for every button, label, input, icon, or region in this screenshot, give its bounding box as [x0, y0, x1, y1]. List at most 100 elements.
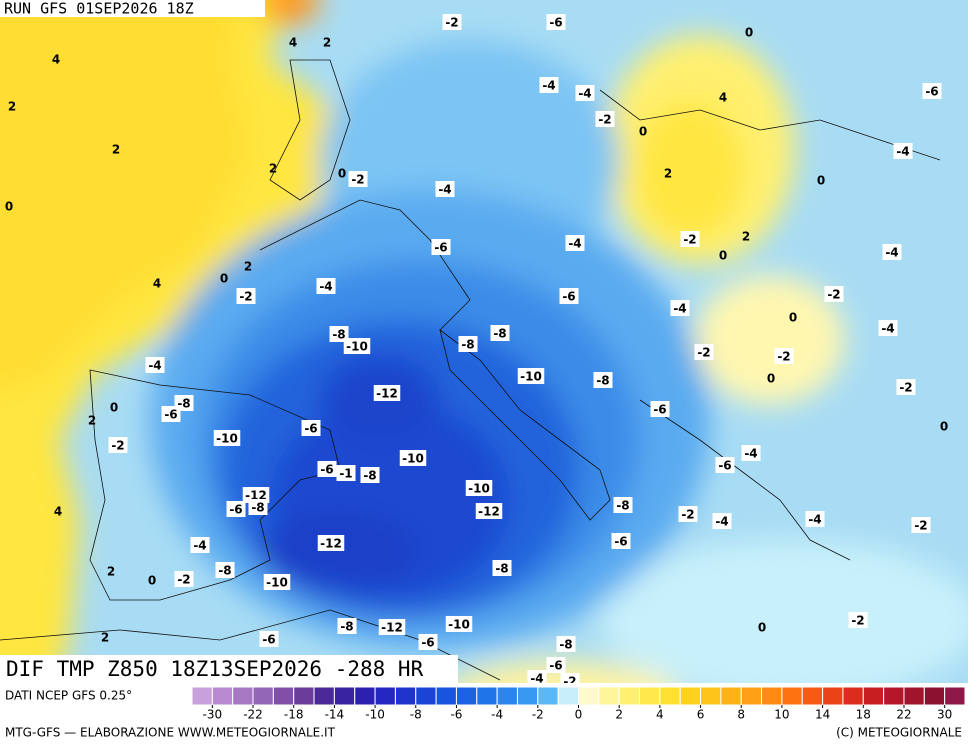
contour-label: -6	[421, 636, 434, 650]
contour-label: -2	[899, 381, 912, 395]
label-box	[611, 533, 631, 549]
legend-swatch	[598, 686, 620, 706]
color-legend: -30 -22 -18 -14 -10 -8 -6 -4 -2 0 2 4 6 8 10 14 18 22 30	[191, 686, 966, 722]
legend-swatch	[700, 686, 722, 706]
legend-swatch	[842, 686, 864, 706]
contour-label: -2	[851, 614, 864, 628]
contour-label: -2	[239, 290, 252, 304]
label-box	[263, 574, 291, 590]
label-box	[556, 636, 576, 652]
label-box	[670, 300, 690, 316]
contour-label: 0	[719, 249, 727, 263]
contour-label: -8	[559, 638, 572, 652]
label-box	[882, 244, 902, 260]
legend-swatch	[476, 686, 498, 706]
contour-label: -8	[461, 338, 474, 352]
legend-swatch	[578, 686, 600, 706]
legend-swatch	[679, 686, 702, 706]
label-box	[145, 357, 165, 373]
contour-label: -12	[376, 387, 398, 401]
contour-label: -6	[320, 463, 333, 477]
contour-label: -4	[542, 79, 555, 93]
label-box	[435, 181, 455, 197]
contour-label: 4	[153, 277, 161, 291]
contour-label: -10	[216, 432, 238, 446]
label-box	[741, 445, 761, 461]
contour-label: -12	[478, 505, 500, 519]
contour-label: -10	[402, 452, 424, 466]
label-box	[317, 535, 345, 551]
legend-tick-label: 22	[896, 708, 911, 722]
legend-swatch	[435, 686, 457, 706]
contour-label: -12	[381, 621, 403, 635]
contour-label: -2	[445, 16, 458, 30]
legend-tick-label: -8	[410, 708, 422, 722]
contour-label: -2	[697, 346, 710, 360]
legend-tick-label: 14	[815, 708, 830, 722]
contour-label: -8	[340, 620, 353, 634]
contour-label: -4	[568, 237, 581, 251]
label-box	[236, 288, 256, 304]
data-source: DATI NCEP GFS 0.25°	[5, 689, 132, 703]
legend-tick-label: -18	[284, 708, 304, 722]
legend-swatch	[516, 686, 539, 706]
label-box	[226, 501, 246, 517]
contour-label: 2	[323, 36, 331, 50]
legend-tick-label: -2	[532, 708, 544, 722]
contour-label: -6	[304, 422, 317, 436]
label-box	[896, 379, 916, 395]
contour-label: 0	[148, 574, 156, 588]
label-box	[565, 235, 585, 251]
legend-swatch	[944, 686, 966, 706]
contour-label: -1	[339, 467, 352, 481]
legend-tick-label: -6	[450, 708, 462, 722]
label-box	[680, 231, 700, 247]
contour-label: -12	[320, 537, 342, 551]
contour-label: -6	[164, 408, 177, 422]
label-box	[911, 517, 931, 533]
contour-label: -6	[718, 459, 731, 473]
contour-label: -6	[229, 503, 242, 517]
label-box	[442, 14, 462, 30]
legend-tick-label: -14	[325, 708, 345, 722]
label-box	[922, 83, 942, 99]
label-box	[805, 511, 825, 527]
title-box	[0, 655, 458, 683]
label-box	[465, 480, 493, 496]
contour-label: -2	[111, 439, 124, 453]
label-box	[774, 348, 794, 364]
contour-label: -4	[530, 672, 543, 686]
contour-label: -8	[218, 564, 231, 578]
label-box	[343, 338, 371, 354]
contour-label: -8	[332, 328, 345, 342]
legend-swatch	[639, 686, 661, 706]
contour-label: 2	[112, 143, 120, 157]
contour-label: 2	[8, 100, 16, 114]
legend-tick-label: 0	[575, 708, 583, 722]
contour-label: 0	[110, 401, 118, 415]
label-box	[378, 619, 406, 635]
contour-label: -6	[549, 659, 562, 673]
legend-swatch	[618, 686, 641, 706]
label-box	[108, 437, 128, 453]
contour-label: -8	[495, 562, 508, 576]
contour-label: -2	[777, 350, 790, 364]
label-box	[694, 344, 714, 360]
legend-tick-label: 18	[856, 708, 871, 722]
label-box	[215, 562, 235, 578]
label-box	[475, 503, 503, 519]
contour-label: -4	[808, 513, 821, 527]
label-box	[527, 670, 547, 686]
legend-tick-label: 10	[774, 708, 789, 722]
label-box	[336, 465, 356, 481]
legend-swatch	[537, 686, 559, 706]
contour-label: 0	[767, 372, 775, 386]
legend-tick-label: 8	[737, 708, 745, 722]
legend-tick-label: -10	[365, 708, 385, 722]
contour-label: -4	[881, 322, 894, 336]
legend-tick-label: 30	[937, 708, 952, 722]
label-box	[399, 450, 427, 466]
label-box	[458, 336, 478, 352]
label-box	[546, 657, 566, 673]
